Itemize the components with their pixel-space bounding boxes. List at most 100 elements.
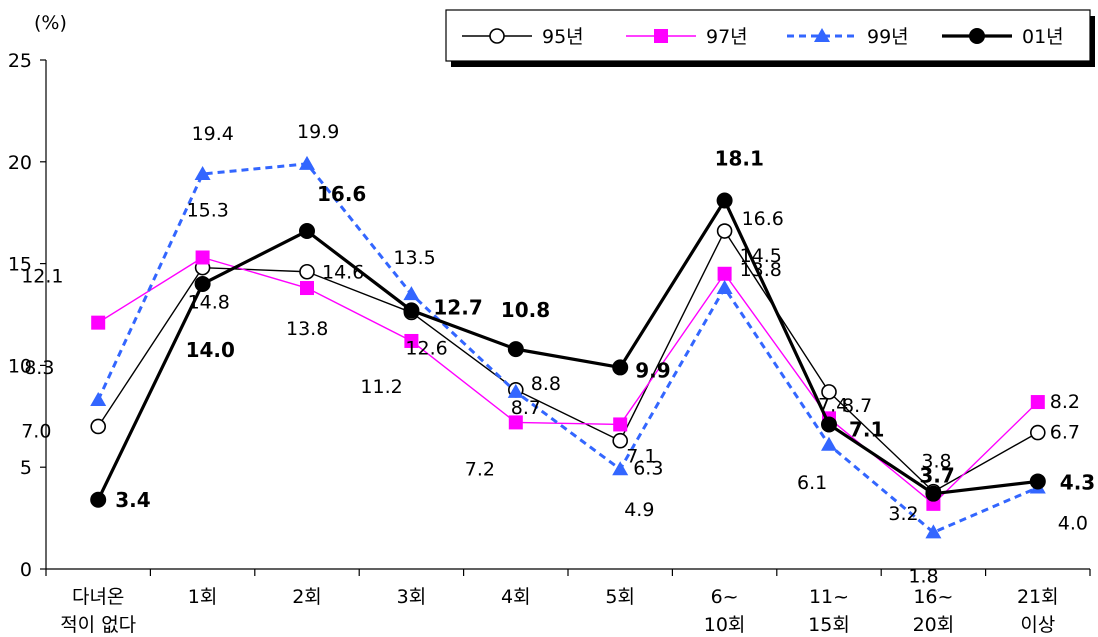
y-tick-label: 5 xyxy=(20,457,32,479)
x-category-label: 21회 xyxy=(1017,586,1059,608)
x-category-label: 15회 xyxy=(808,614,850,636)
x-category-label: 3회 xyxy=(397,586,427,608)
marker-point xyxy=(300,281,314,296)
marker-point xyxy=(612,359,629,376)
marker-point xyxy=(814,28,830,42)
data-label: 6.3 xyxy=(633,458,663,480)
x-category-label: 적이 없다 xyxy=(60,614,136,636)
data-label: 18.1 xyxy=(715,146,764,170)
marker-point xyxy=(404,333,419,348)
marker-point xyxy=(194,166,211,181)
y-tick-label: 15 xyxy=(8,254,32,276)
marker-point xyxy=(716,192,733,209)
data-label: 14.8 xyxy=(188,292,230,314)
x-category-label: 16~ xyxy=(913,586,953,608)
data-label: 3.2 xyxy=(888,503,918,525)
data-label: 7.1 xyxy=(849,417,884,441)
data-label: 8.2 xyxy=(1050,391,1080,413)
marker-point xyxy=(821,416,837,433)
marker-point xyxy=(821,436,837,451)
y-tick-label: 25 xyxy=(8,50,32,72)
marker-point xyxy=(90,491,107,508)
y-tick-label: 20 xyxy=(8,152,32,174)
marker-point xyxy=(91,315,106,330)
y-unit-label: (%) xyxy=(34,12,67,34)
x-category-label: 11~ xyxy=(809,586,849,608)
data-label: 6.7 xyxy=(1050,422,1080,444)
data-label: 14.6 xyxy=(322,262,364,284)
marker-point xyxy=(90,418,106,435)
data-label: 1.8 xyxy=(908,565,938,587)
x-category-label: 6~ xyxy=(711,586,739,608)
marker-point xyxy=(507,383,524,398)
data-label: 4.3 xyxy=(1060,470,1095,494)
marker-point xyxy=(299,155,315,170)
data-label: 12.6 xyxy=(405,337,447,359)
axes xyxy=(40,59,1091,576)
data-label: 4.0 xyxy=(1058,513,1088,535)
x-category-label: 이상 xyxy=(1020,614,1055,636)
marker-point xyxy=(195,250,210,265)
legend-label: 01년 xyxy=(1022,26,1064,48)
data-label: 13.5 xyxy=(393,247,435,269)
data-label: 12.1 xyxy=(21,266,63,288)
marker-point xyxy=(90,392,107,407)
marker-point xyxy=(925,485,942,502)
y-tick-label: 0 xyxy=(20,559,32,581)
data-label: 16.6 xyxy=(742,208,784,230)
x-category-label: 4회 xyxy=(501,586,531,608)
marker-point xyxy=(194,275,211,292)
data-label: 8.7 xyxy=(842,395,872,417)
data-label: 7.4 xyxy=(818,394,848,416)
data-label: 19.9 xyxy=(297,121,339,143)
legend: 95년 97년 99년 01년 xyxy=(445,9,1095,67)
data-label: 9.9 xyxy=(635,358,670,382)
x-category-label: 10회 xyxy=(704,614,746,636)
data-label: 7.0 xyxy=(21,420,51,442)
data-label: 15.3 xyxy=(187,199,229,221)
marker-point xyxy=(1030,424,1046,441)
data-label: 12.7 xyxy=(433,295,482,319)
legend-label: 97년 xyxy=(706,26,748,48)
marker-point xyxy=(716,280,733,295)
data-label: 3.4 xyxy=(115,488,150,512)
data-labels: 7.0 14.8 14.6 12.6 8.8 6.3 16.6 8.7 3.8 6.7 12.1 15… xyxy=(21,121,1095,588)
data-label: 3.7 xyxy=(919,464,954,488)
x-category-label: 2회 xyxy=(292,586,322,608)
y-tick-label: 10 xyxy=(8,355,32,377)
series-95년 xyxy=(90,223,1046,500)
marker-point xyxy=(1030,395,1045,410)
data-label: 11.2 xyxy=(360,376,402,398)
data-label: 7.1 xyxy=(626,445,656,467)
data-label: 16.6 xyxy=(317,182,366,206)
series-99년 xyxy=(90,155,1046,539)
marker-point xyxy=(1029,473,1046,490)
marker-point xyxy=(489,28,505,44)
data-label: 6.1 xyxy=(797,472,827,494)
marker-point xyxy=(925,524,942,539)
data-label: 19.4 xyxy=(192,123,234,145)
marker-point xyxy=(717,266,732,281)
x-category-label: 1회 xyxy=(188,586,218,608)
series-line xyxy=(96,198,1038,501)
data-label: 4.9 xyxy=(624,499,654,521)
data-label: 10.8 xyxy=(501,298,550,322)
legend-label: 99년 xyxy=(867,26,909,48)
data-label: 8.8 xyxy=(531,373,561,395)
legend-label: 95년 xyxy=(542,26,584,48)
data-label: 13.8 xyxy=(286,318,328,340)
marker-point xyxy=(403,286,420,301)
marker-point xyxy=(508,415,523,430)
marker-point xyxy=(612,432,629,449)
y-tick-labels: 0 5 10 15 20 25 xyxy=(8,50,32,581)
series-line xyxy=(97,256,1039,505)
marker-point xyxy=(654,29,668,43)
series-line xyxy=(96,162,1039,534)
marker-point xyxy=(403,302,420,319)
data-label: 8.3 xyxy=(24,357,54,379)
marker-point xyxy=(612,461,629,476)
marker-point xyxy=(613,417,628,432)
marker-point xyxy=(716,223,733,239)
marker-point xyxy=(507,341,524,358)
